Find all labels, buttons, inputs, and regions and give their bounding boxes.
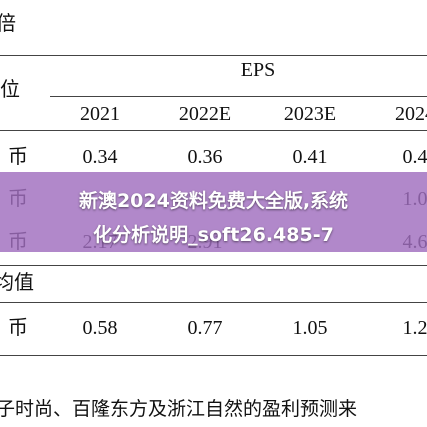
column-header: 2021 [80,103,120,125]
rule [50,96,427,97]
group-header: EPS [240,59,276,81]
rule [0,355,427,356]
cell: 0.4 [402,146,427,168]
rule [0,55,427,56]
rule [0,265,427,266]
cell: 0.77 [187,317,223,339]
column-header: 2023E [283,103,337,125]
row-label: 币 [8,146,28,168]
column-header: 2022E [178,103,232,125]
unit-label: 位 [0,79,20,101]
banner-overlay: 新澳2024资料免费大全版,系统 化分析说明_soft26.485-7 [0,172,427,252]
banner-line: 新澳2024资料免费大全版,系统 [78,190,349,212]
cell: 0.58 [82,317,118,339]
cell: 0.36 [187,146,223,168]
cell: 0.34 [82,146,118,168]
rule [0,302,427,303]
cell: 1.05 [292,317,328,339]
cell: 1.2 [402,317,427,339]
banner-line: 化分析说明_soft26.485-7 [93,224,334,246]
column-header: 2024 [395,103,427,125]
cell: 0.41 [292,146,328,168]
section-label: 均值 [0,272,34,294]
footnote: 子时尚、百隆东方及浙江自然的盈利预测来 [0,399,358,420]
row-label: 币 [8,317,28,339]
rule [0,130,427,131]
corner-label: 倍 [0,13,16,35]
